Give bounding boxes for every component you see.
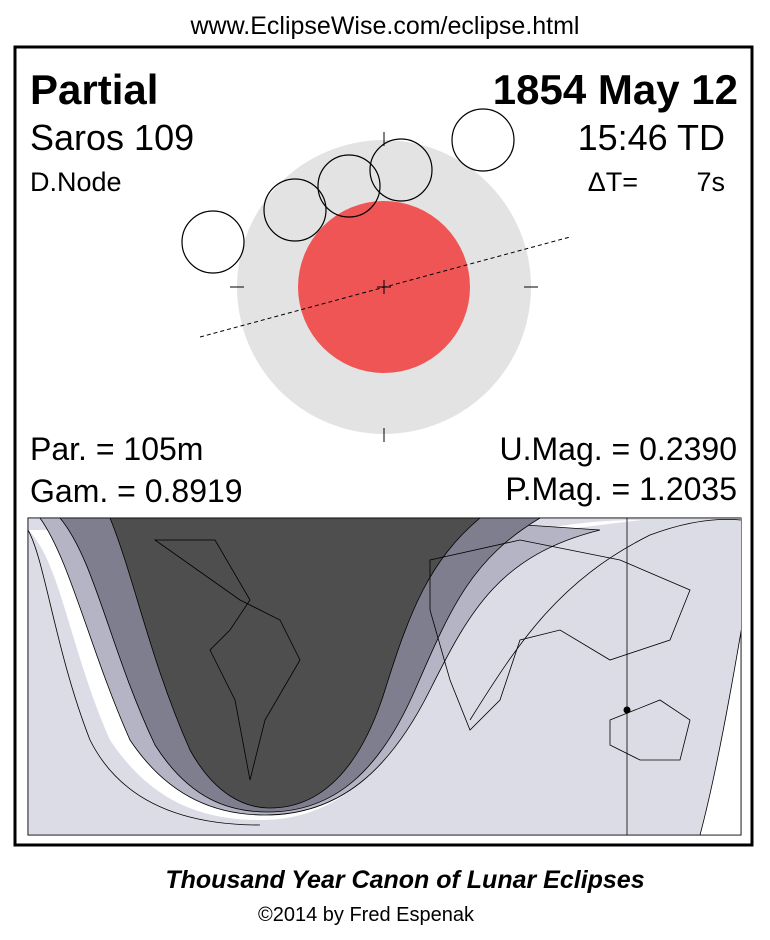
greatest-eclipse-point <box>623 706 631 714</box>
moon-positions <box>181 108 515 274</box>
frame <box>13 45 754 847</box>
url: www.EclipseWise.com/eclipse.html <box>190 12 580 40</box>
copyright: ©2014 by Fred Espenak <box>258 904 475 926</box>
saros: Saros 109 <box>30 117 194 158</box>
duration: Par. = 105m <box>30 431 203 467</box>
eclipse-date: 1854 May 12 <box>493 66 738 113</box>
penumbral-magnitude: P.Mag. = 1.2035 <box>505 471 737 507</box>
moon-path <box>199 236 571 338</box>
delta-t-value: 7s <box>696 167 725 197</box>
footer-title: Thousand Year Canon of Lunar Eclipses <box>165 866 644 894</box>
time: 15:46 TD <box>578 117 725 158</box>
node: D.Node <box>30 167 122 197</box>
gamma: Gam. = 0.8919 <box>30 473 243 509</box>
delta-t-label: ΔT= <box>588 167 638 197</box>
umbral-magnitude: U.Mag. = 0.2390 <box>500 431 737 467</box>
visibility-map <box>27 517 742 836</box>
eclipse-type: Partial <box>30 66 158 113</box>
